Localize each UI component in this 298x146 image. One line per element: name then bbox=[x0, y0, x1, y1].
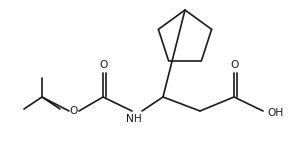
Text: OH: OH bbox=[267, 108, 283, 118]
Text: O: O bbox=[231, 60, 239, 70]
Text: O: O bbox=[100, 60, 108, 70]
Text: NH: NH bbox=[126, 114, 142, 124]
Text: O: O bbox=[70, 106, 78, 116]
